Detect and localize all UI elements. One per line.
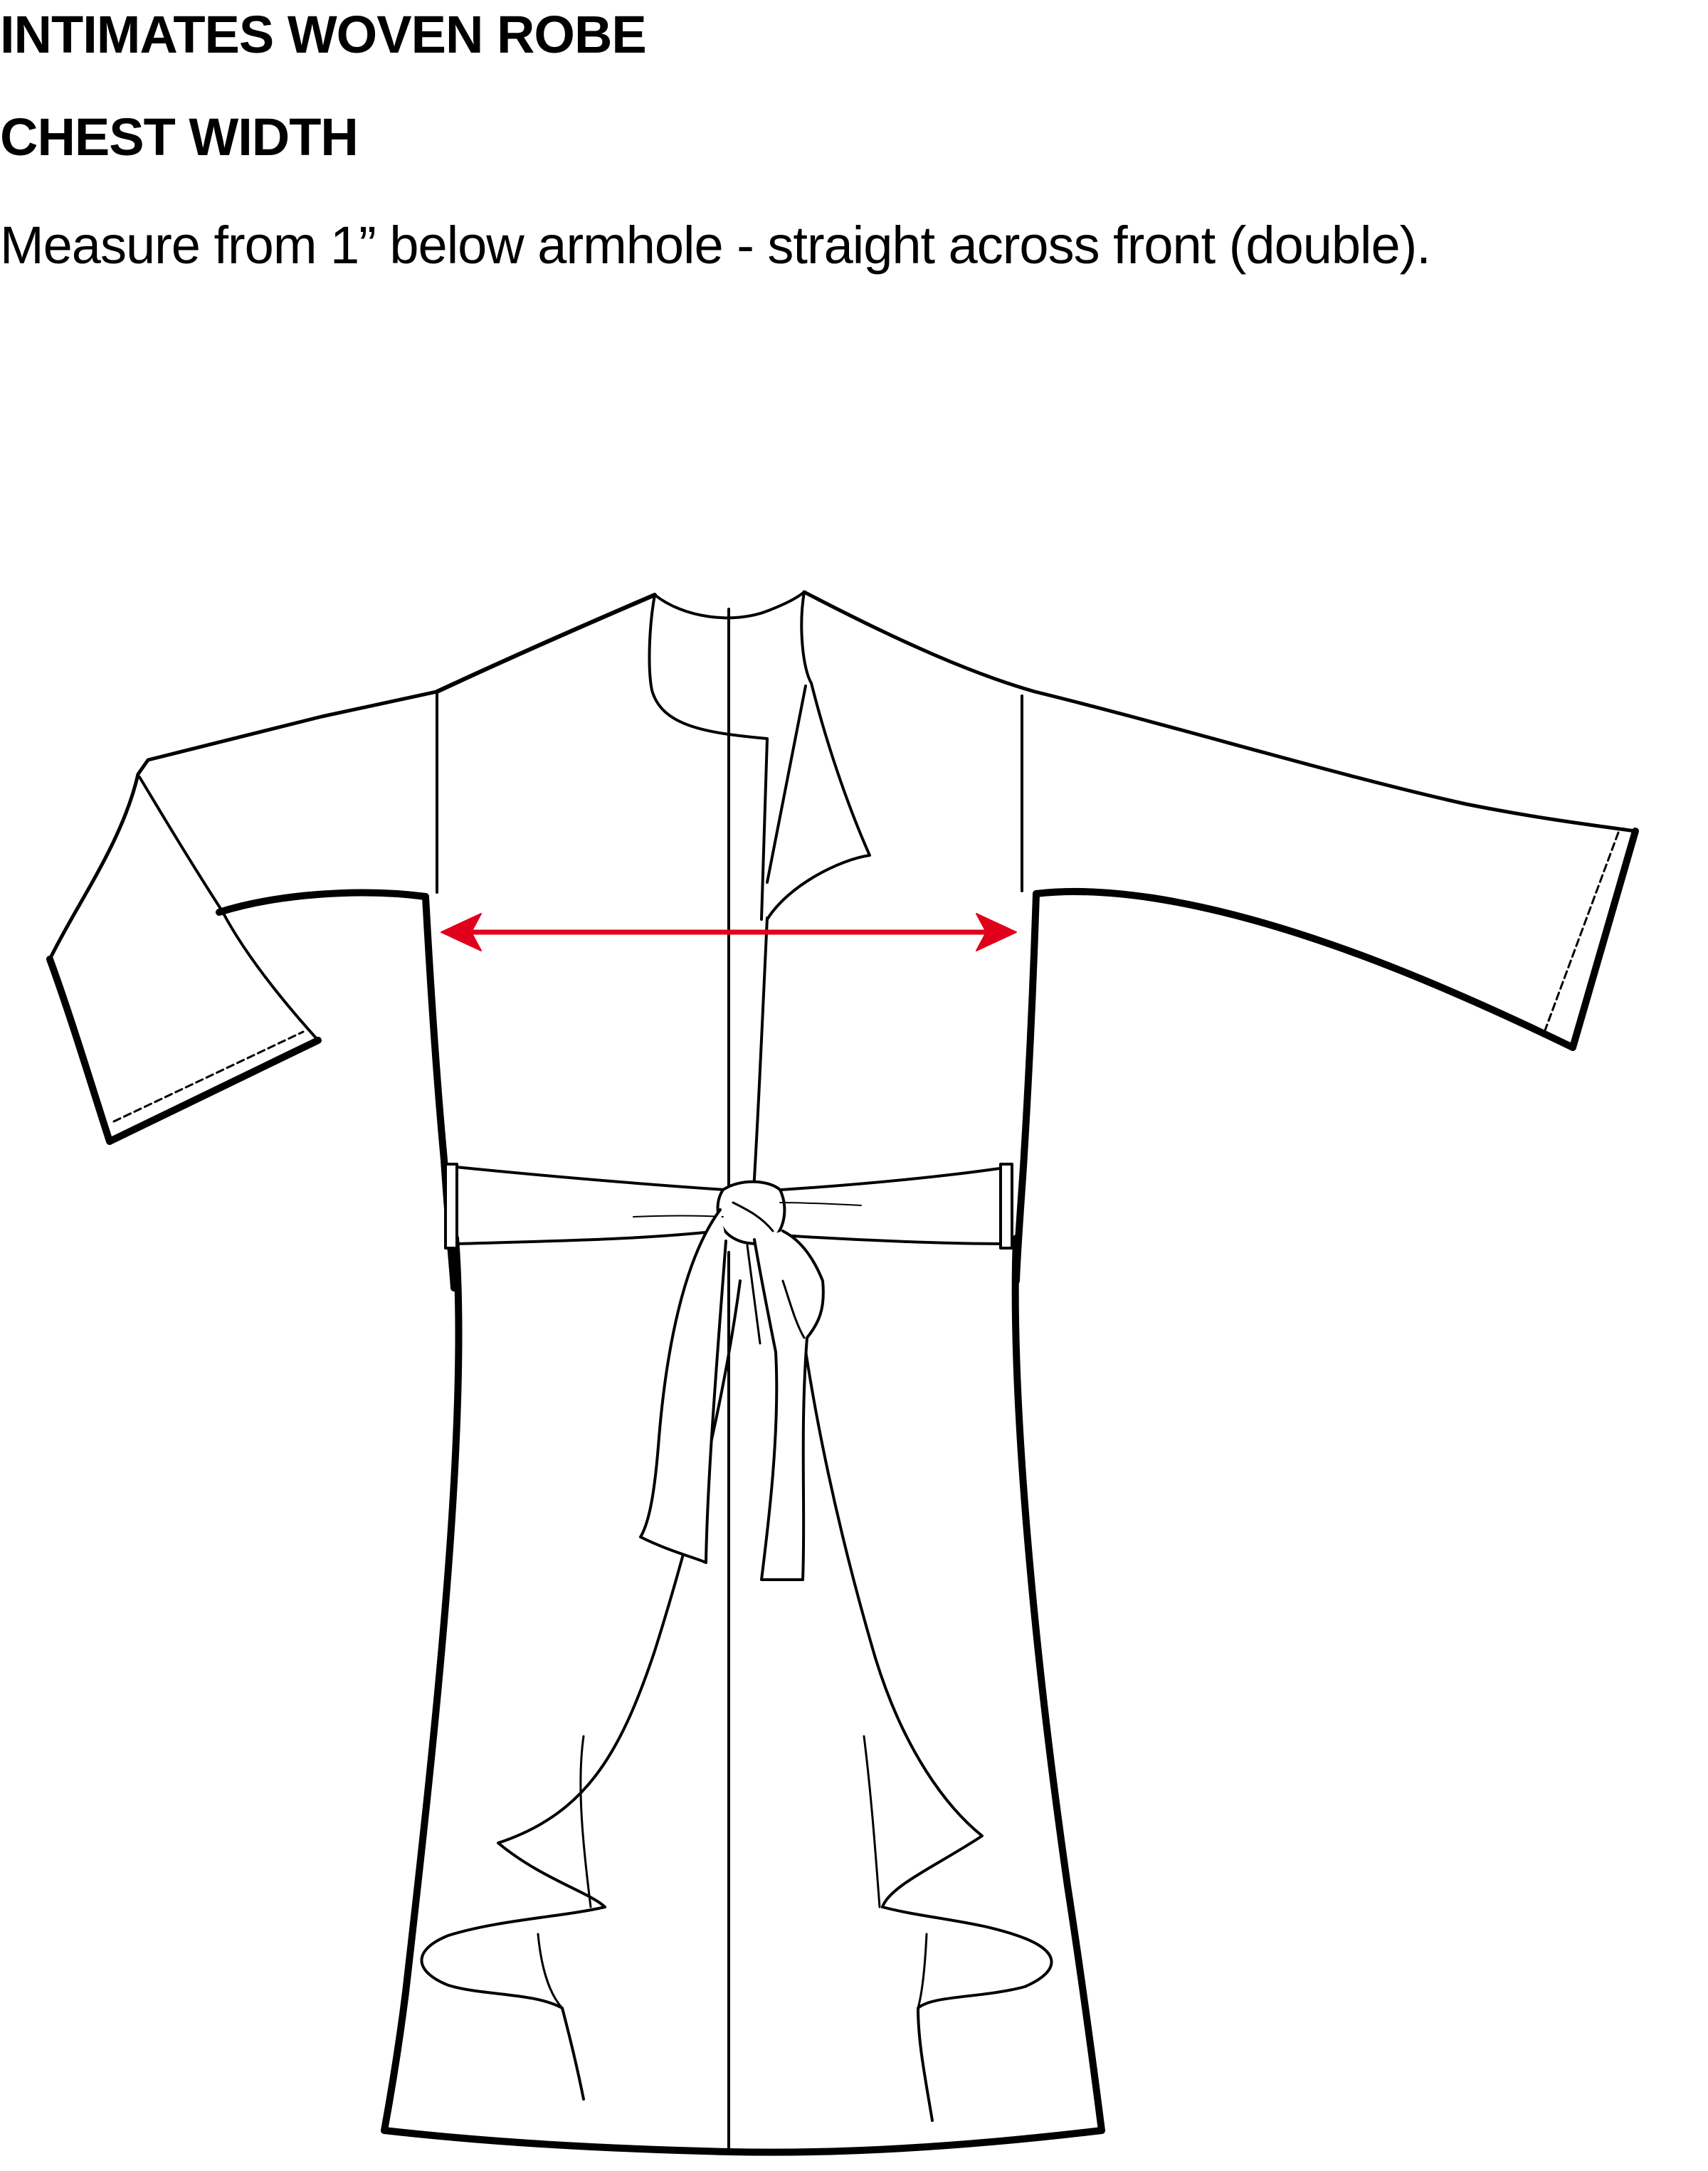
collar (435, 591, 871, 1195)
right-belt-loop (999, 1163, 1013, 1250)
left-sleeve (46, 690, 439, 1145)
robe-body (381, 690, 1105, 2156)
belt-knot (633, 1180, 862, 1581)
left-belt-loop (444, 1163, 458, 1250)
chest-width-arrow (441, 913, 1017, 951)
measurement-name: CHEST WIDTH (0, 107, 359, 167)
arrow-head-left (441, 913, 482, 951)
arrow-head-right (976, 913, 1017, 951)
front-drape (420, 1279, 1053, 2122)
measurement-instruction: Measure from 1” below armhole - straight… (0, 216, 1431, 275)
right-sleeve (802, 590, 1639, 1051)
belt (444, 1163, 1013, 1250)
garment-title: INTIMATES WOVEN ROBE (0, 5, 647, 64)
